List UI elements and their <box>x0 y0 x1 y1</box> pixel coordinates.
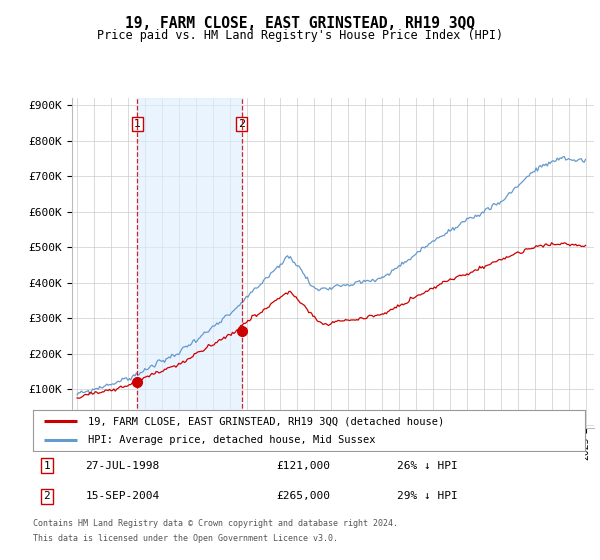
Text: 29% ↓ HPI: 29% ↓ HPI <box>397 491 458 501</box>
Text: Price paid vs. HM Land Registry's House Price Index (HPI): Price paid vs. HM Land Registry's House … <box>97 29 503 42</box>
Text: 19, FARM CLOSE, EAST GRINSTEAD, RH19 3QQ (detached house): 19, FARM CLOSE, EAST GRINSTEAD, RH19 3QQ… <box>88 417 445 426</box>
Text: 19, FARM CLOSE, EAST GRINSTEAD, RH19 3QQ: 19, FARM CLOSE, EAST GRINSTEAD, RH19 3QQ <box>125 16 475 31</box>
Text: 27-JUL-1998: 27-JUL-1998 <box>85 461 160 471</box>
Bar <box>137 98 242 428</box>
Text: 2: 2 <box>238 119 245 129</box>
Text: 15-SEP-2004: 15-SEP-2004 <box>85 491 160 501</box>
Text: 26% ↓ HPI: 26% ↓ HPI <box>397 461 458 471</box>
Text: £121,000: £121,000 <box>276 461 330 471</box>
Text: This data is licensed under the Open Government Licence v3.0.: This data is licensed under the Open Gov… <box>33 534 338 543</box>
Text: Contains HM Land Registry data © Crown copyright and database right 2024.: Contains HM Land Registry data © Crown c… <box>33 519 398 528</box>
Text: 1: 1 <box>43 461 50 471</box>
Text: £265,000: £265,000 <box>276 491 330 501</box>
Text: 2: 2 <box>43 491 50 501</box>
Text: HPI: Average price, detached house, Mid Sussex: HPI: Average price, detached house, Mid … <box>88 435 376 445</box>
Text: 1: 1 <box>134 119 141 129</box>
